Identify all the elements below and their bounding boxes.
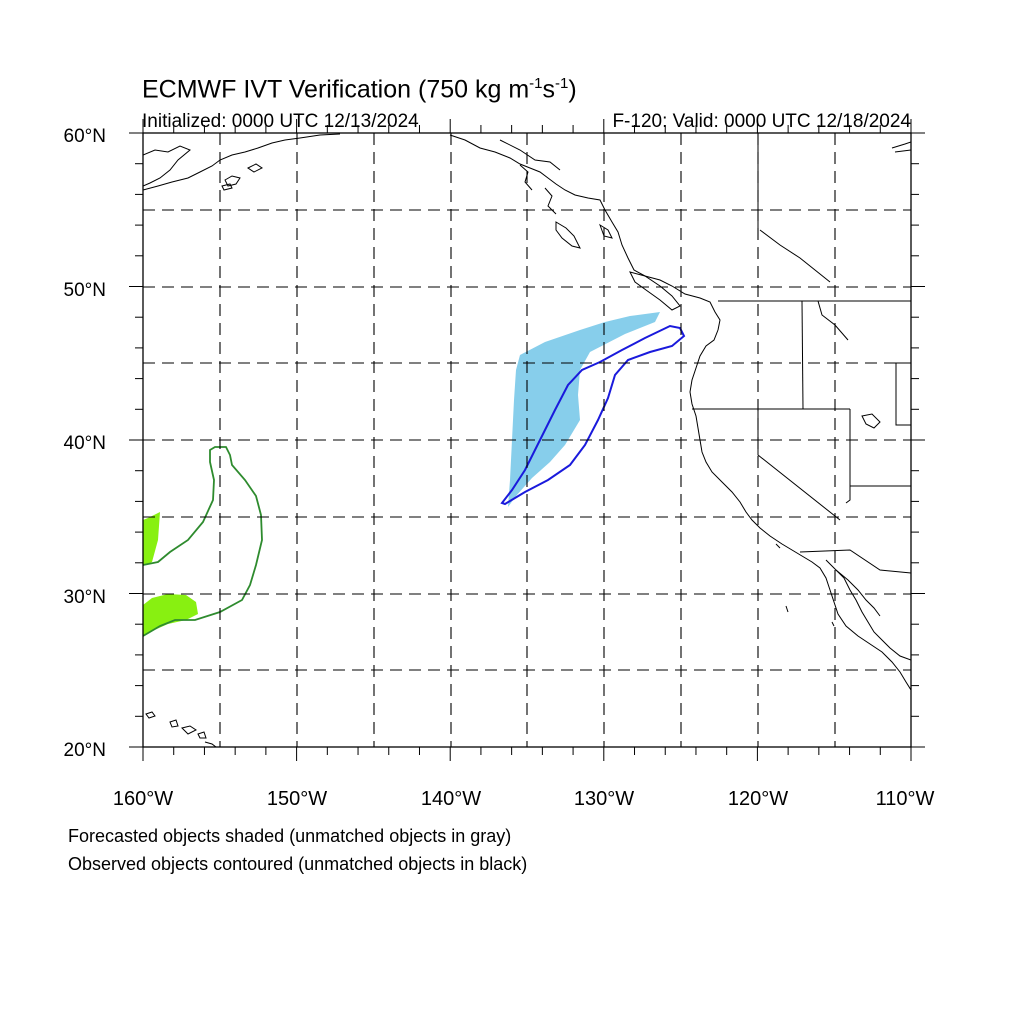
valid-time-label: F-120: Valid: 0000 UTC 12/18/2024 [612,111,911,132]
lat-label-20: 20°N [64,740,106,761]
lat-label-40: 40°N [64,433,106,454]
lon-label-150w: 150°W [267,788,327,810]
lon-label-120w: 120°W [728,788,788,810]
latitude-labels: 60°N 50°N 40°N 30°N 20°N [64,126,106,761]
forecast-object-green-north [143,512,160,566]
longitude-labels: 160°W 150°W 140°W 130°W 120°W 110°W [113,788,935,810]
coastlines [143,133,911,747]
observed-object-blue [500,324,686,506]
observed-note: Observed objects contoured (unmatched ob… [68,854,528,874]
lat-label-30: 30°N [64,587,106,608]
forecast-object-green-south [143,594,198,636]
forecast-object-blue [508,312,660,507]
lat-label-50: 50°N [64,280,106,301]
lat-label-60: 60°N [64,126,106,147]
forecast-note: Forecasted objects shaded (unmatched obj… [68,826,512,846]
initialized-label: Initialized: 0000 UTC 12/13/2024 [142,111,419,132]
lon-label-130w: 130°W [574,788,634,810]
grid-lines [143,133,911,747]
lon-label-140w: 140°W [421,788,481,810]
axis-ticks [129,119,925,761]
lon-label-110w: 110°W [876,788,935,810]
map-title: ECMWF IVT Verification (750 kg m-1s-1) [142,75,577,104]
lon-label-160w: 160°W [113,788,173,810]
